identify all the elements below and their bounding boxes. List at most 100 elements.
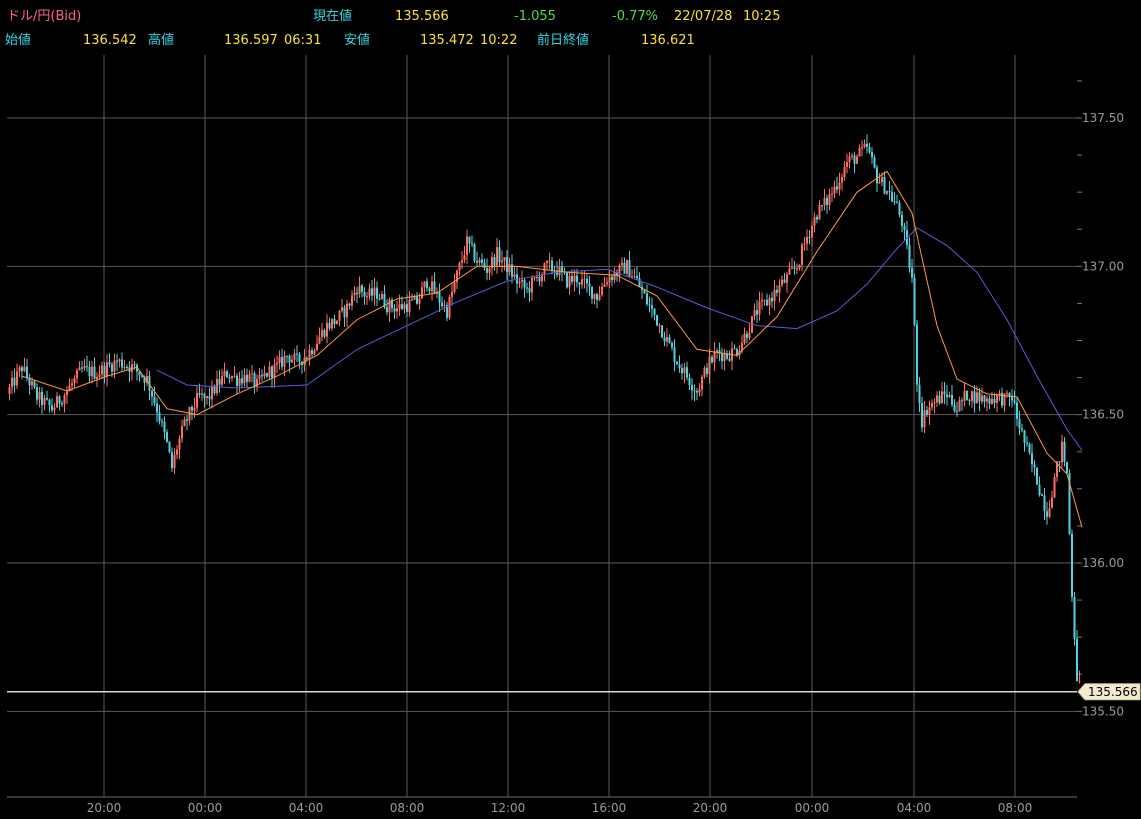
candle-body	[156, 403, 158, 413]
candle-body	[948, 395, 951, 398]
candle-body	[408, 299, 411, 312]
price-change-percent: -0.77%	[612, 9, 658, 24]
candle-body	[78, 367, 81, 371]
candle-body	[18, 367, 21, 372]
candle-body	[768, 297, 771, 306]
candle-body	[253, 373, 256, 387]
candle-body	[98, 374, 101, 377]
candle-body	[468, 236, 471, 244]
candle-body	[886, 191, 888, 194]
candle-body	[656, 315, 658, 326]
candle-body	[963, 390, 966, 401]
candle-body	[531, 277, 533, 293]
candle-body	[758, 301, 761, 315]
candle-body	[458, 262, 461, 271]
quote-time: 10:25	[743, 9, 781, 24]
candle-body	[573, 275, 576, 282]
candle-body	[381, 293, 383, 300]
candle-body	[938, 395, 941, 404]
candle-body	[981, 395, 983, 402]
candle-body	[316, 343, 318, 351]
candle-body	[348, 303, 351, 306]
candle-body	[996, 394, 998, 403]
candle-body	[358, 285, 361, 295]
chart-grid	[7, 55, 1082, 797]
candle-body	[663, 337, 666, 342]
candle-body	[203, 393, 206, 399]
candle-body	[1048, 508, 1051, 517]
candle-body	[566, 272, 568, 288]
current-price-tag	[1077, 683, 1141, 701]
candle-body	[781, 279, 783, 286]
candle-body	[863, 143, 866, 147]
candle-body	[618, 265, 621, 276]
candlestick-series	[8, 134, 1081, 684]
x-tick-label: 20:00	[87, 801, 122, 815]
candle-body	[183, 419, 186, 427]
candle-body	[33, 381, 36, 388]
candle-body	[258, 375, 261, 379]
candle-body	[1043, 495, 1046, 512]
candle-body	[298, 354, 301, 362]
candle-body	[986, 398, 988, 402]
candle-body	[658, 325, 661, 327]
candle-body	[666, 336, 668, 342]
candle-body	[191, 406, 193, 411]
candle-body	[393, 308, 396, 312]
candle-body	[166, 432, 168, 442]
y-tick-label: 137.50	[1082, 111, 1124, 125]
candle-body	[233, 375, 236, 377]
prev-close-label: 前日終値	[537, 33, 590, 48]
candle-body	[871, 152, 873, 158]
candle-body	[1018, 418, 1021, 429]
candle-body	[1078, 680, 1081, 682]
candle-body	[611, 276, 613, 281]
candle-body	[571, 276, 573, 282]
price-change: -1.055	[514, 9, 556, 24]
candle-body	[188, 406, 191, 421]
candle-body	[241, 378, 243, 384]
candle-body	[598, 294, 601, 301]
candle-body	[1056, 461, 1058, 477]
candle-body	[141, 375, 143, 377]
candle-body	[813, 216, 816, 226]
candle-body	[196, 392, 198, 408]
x-tick-label: 20:00	[693, 801, 728, 815]
candle-body	[61, 403, 63, 405]
candle-body	[888, 191, 891, 193]
current-price-tag-label: 135.566	[1088, 685, 1138, 699]
candle-body	[38, 391, 41, 400]
candle-body	[881, 176, 883, 183]
candle-body	[236, 375, 238, 386]
candle-body	[743, 333, 746, 343]
candle-body	[866, 143, 868, 147]
candle-body	[58, 396, 61, 404]
candle-body	[856, 156, 858, 164]
x-tick-label: 04:00	[897, 801, 932, 815]
candle-body	[103, 365, 106, 376]
candle-body	[753, 310, 756, 317]
x-tick-label: 00:00	[795, 801, 830, 815]
x-tick-label: 12:00	[491, 801, 526, 815]
candle-body	[433, 281, 436, 294]
candle-body	[36, 387, 38, 400]
candle-body	[633, 276, 636, 278]
candle-body	[111, 364, 113, 372]
candle-body	[793, 267, 796, 269]
prev-close-value: 136.621	[641, 33, 695, 48]
candle-body	[346, 303, 348, 318]
candle-body	[423, 281, 426, 288]
candle-body	[266, 373, 268, 377]
candle-body	[283, 355, 286, 367]
candle-body	[848, 156, 851, 163]
candle-body	[956, 411, 958, 413]
candle-body	[251, 373, 253, 375]
candle-body	[826, 197, 828, 205]
candle-body	[308, 350, 311, 359]
candle-body	[226, 371, 228, 378]
candle-body	[51, 405, 53, 411]
candle-body	[263, 373, 266, 377]
candle-body	[463, 254, 466, 261]
candle-body	[983, 395, 986, 402]
candle-body	[161, 421, 163, 423]
